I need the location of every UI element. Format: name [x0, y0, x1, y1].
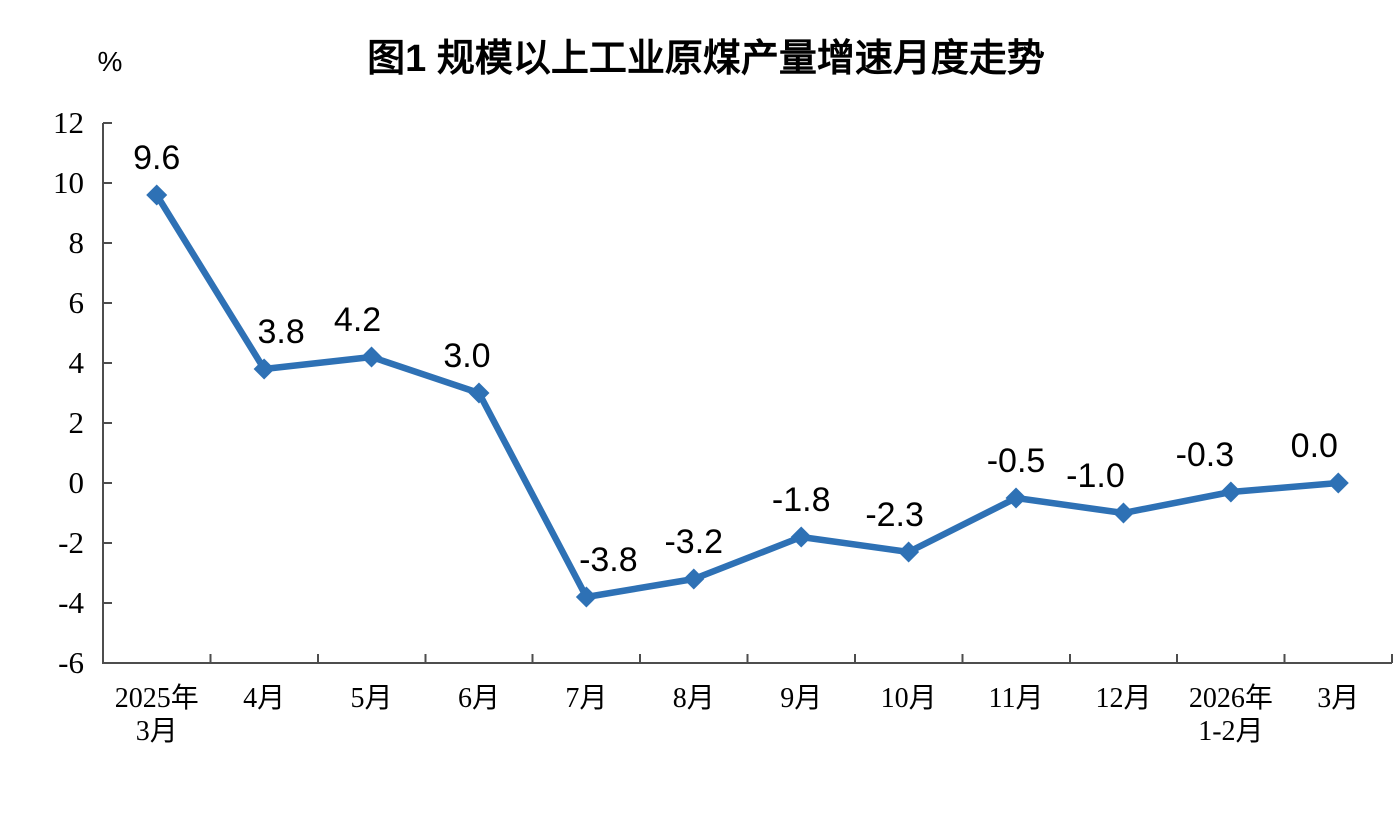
data-point-label: 4.2: [334, 301, 381, 339]
data-point-label: -3.8: [579, 541, 638, 579]
y-tick-label: -6: [58, 645, 84, 680]
y-tick-label: 10: [53, 165, 84, 200]
x-tick-label: 7月: [565, 683, 607, 714]
data-point-marker: [1327, 472, 1349, 494]
data-point-marker: [790, 526, 812, 548]
x-tick-label: 4月: [243, 683, 285, 714]
x-tick-label: 12月: [1095, 683, 1151, 714]
data-point-marker: [361, 346, 383, 368]
data-point-marker: [575, 586, 597, 608]
data-point-label: 0.0: [1291, 427, 1338, 465]
y-tick-label: 4: [69, 345, 85, 380]
y-tick-label: 2: [69, 405, 85, 440]
data-point-marker: [683, 568, 705, 590]
x-tick-label: 2026年: [1189, 682, 1273, 714]
chart-title: 图1 规模以上工业原煤产量增速月度走势: [367, 38, 1045, 80]
y-axis-tick-labels: 12 10 8 6 4 2 0 -2 -4 -6: [53, 105, 85, 680]
data-point-label: 9.6: [133, 139, 180, 177]
x-tick-label: 10月: [881, 683, 937, 714]
axes: [102, 123, 1392, 664]
trend-line-series: [146, 184, 1349, 608]
y-tick-label: 12: [53, 105, 84, 140]
x-tick-label: 8月: [673, 683, 715, 714]
data-point-marker: [146, 184, 168, 206]
data-point-marker: [253, 358, 275, 380]
x-tick-label: 3月: [1317, 683, 1359, 714]
y-tick-label: -4: [58, 585, 84, 620]
data-point-marker: [898, 541, 920, 563]
x-tick-label: 6月: [458, 683, 500, 714]
data-point-marker: [1112, 502, 1134, 524]
y-axis-ticks: [103, 122, 112, 664]
trend-line: [153, 191, 1342, 601]
y-tick-label: 6: [69, 285, 85, 320]
data-labels: 9.6 3.8 4.2 3.0 -3.8 -3.2 -1.8 -2.3 -0.5 -1.0 -0.3…: [133, 139, 1338, 579]
data-point-label: -0.3: [1176, 436, 1235, 474]
data-point-marker: [1220, 481, 1242, 503]
data-point-label: -1.0: [1066, 457, 1125, 495]
data-point-marker: [468, 382, 490, 404]
y-tick-label: 0: [69, 465, 85, 500]
data-point-label: -1.8: [772, 481, 831, 519]
x-tick-label: 9月: [780, 683, 822, 714]
data-point-label: 3.8: [257, 313, 304, 351]
data-point-label: -0.5: [987, 442, 1046, 480]
y-axis-unit-label: %: [98, 46, 123, 77]
x-tick-label: 3月: [136, 716, 178, 747]
x-tick-label: 1-2月: [1198, 716, 1263, 747]
y-tick-label: 8: [69, 225, 85, 260]
x-tick-label: 2025年: [115, 682, 199, 714]
y-tick-label: -2: [58, 525, 84, 560]
x-axis-ticks: [102, 654, 1393, 663]
data-point-label: -2.3: [865, 496, 924, 534]
x-tick-label: 11月: [989, 683, 1044, 714]
data-point-label: 3.0: [443, 337, 490, 375]
x-tick-label: 5月: [351, 683, 393, 714]
data-point-label: -3.2: [664, 523, 723, 561]
data-point-marker: [1005, 487, 1027, 509]
